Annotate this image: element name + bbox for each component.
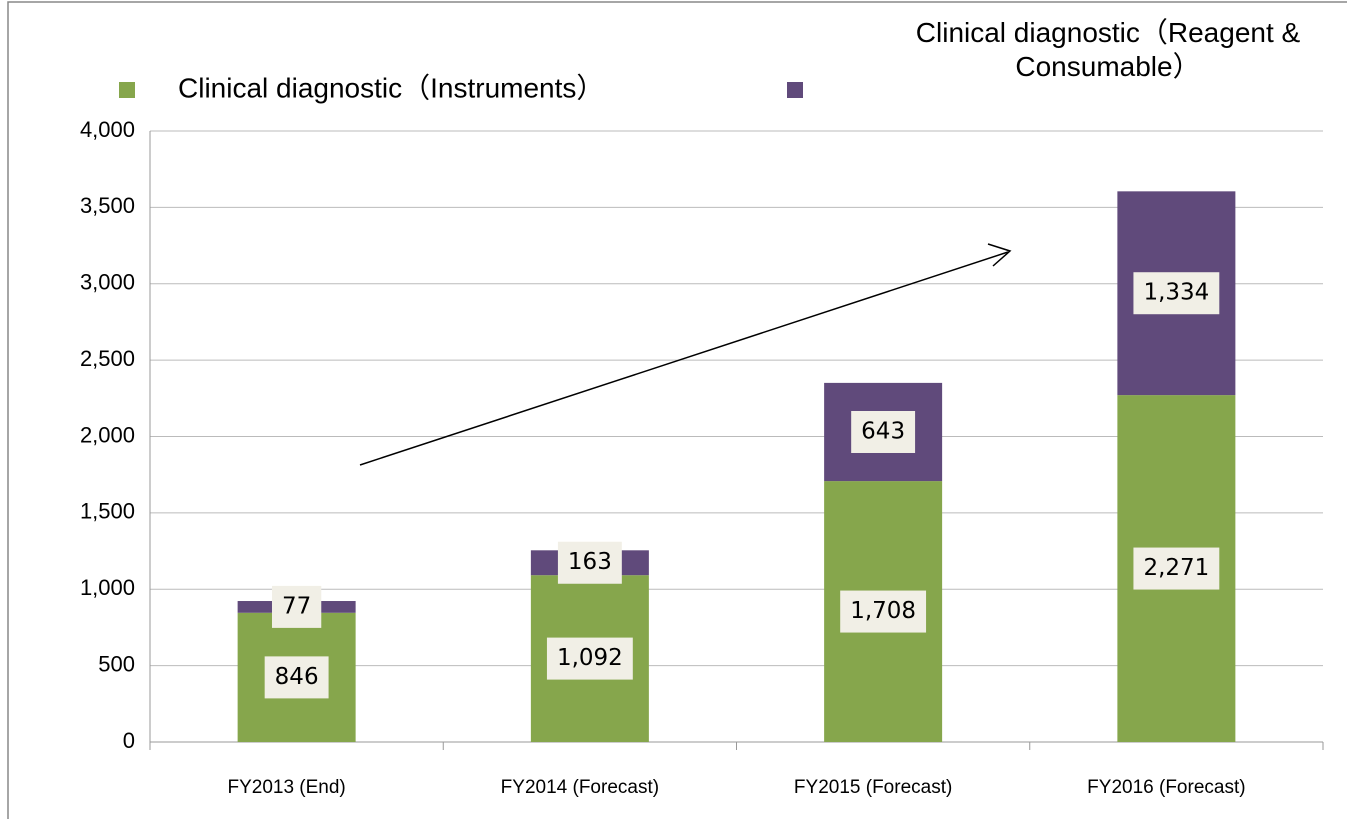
y-tick-label: 0: [123, 728, 135, 753]
trend-arrow: [359, 251, 1009, 466]
plot-area: 0 500 1,000 1,500 2,000 2,500 3,000 3,500 4,000 F…: [80, 117, 1324, 798]
data-label-box: [851, 410, 916, 453]
y-tick-label: 2,500: [80, 346, 135, 371]
x-tick-label: FY2015 (Forecast): [794, 777, 952, 798]
y-tick-label: 3,500: [80, 193, 135, 218]
data-label: 1,092: [557, 645, 623, 671]
chart-frame: [7, 1, 1347, 819]
legend-swatch: [119, 82, 135, 98]
y-tick-label: 1,500: [80, 499, 135, 524]
data-label-box: [1133, 272, 1220, 315]
data-label-box: [546, 637, 633, 680]
y-tick-label: 1,000: [80, 575, 135, 600]
data-label-box: [264, 656, 329, 699]
data-label-box: [840, 590, 927, 633]
data-label-box: [557, 541, 622, 584]
data-label: 1,334: [1143, 280, 1209, 306]
data-label: 2,271: [1143, 555, 1209, 581]
legend-label: Clinical diagnostic（Instruments）: [178, 72, 604, 103]
y-tick-label: 3,000: [80, 270, 135, 295]
x-tick-label: FY2014 (Forecast): [501, 777, 659, 798]
data-label: 163: [568, 549, 612, 575]
legend-label: Clinical diagnostic（Reagent & Consumable…: [915, 17, 1301, 82]
data-label: 77: [282, 593, 311, 619]
trend-arrow-head: [987, 243, 1012, 267]
x-tick-label: FY2016 (Forecast): [1087, 777, 1245, 798]
legend-swatch: [787, 82, 803, 98]
y-tick-label: 4,000: [80, 117, 135, 142]
y-tick-label: 2,000: [80, 422, 135, 447]
data-label: 846: [275, 664, 319, 690]
data-label-box: [1133, 547, 1220, 590]
y-tick-label: 500: [98, 651, 135, 676]
data-label: 643: [861, 418, 905, 444]
data-label: 1,708: [850, 598, 916, 624]
data-label-box: [271, 585, 322, 628]
x-tick-label: FY2013 (End): [227, 777, 345, 798]
